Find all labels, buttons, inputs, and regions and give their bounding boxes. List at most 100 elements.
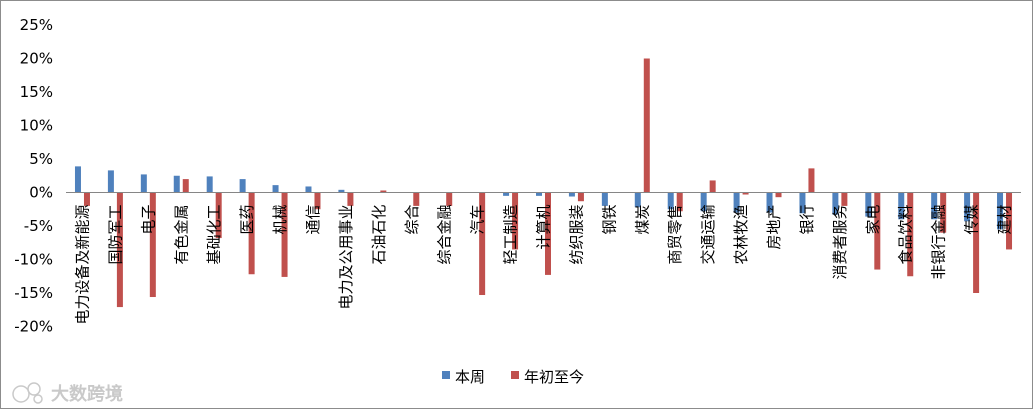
- bar-ytd: [347, 192, 354, 206]
- y-tick-label: -5%: [24, 217, 53, 235]
- category-label: 消费者服务: [831, 205, 849, 280]
- bar-ytd: [215, 192, 222, 239]
- bar-ytd: [577, 192, 584, 202]
- bar-ytd: [973, 192, 980, 293]
- category-label: 食品饮料: [897, 205, 915, 265]
- bar-weekly: [536, 192, 542, 196]
- category-label: 汽车: [469, 205, 487, 235]
- bar-ytd: [248, 192, 255, 275]
- bar-weekly: [667, 192, 674, 210]
- category-label: 商贸零售: [666, 205, 684, 265]
- bar-weekly: [272, 185, 279, 193]
- bar-ytd: [446, 192, 453, 206]
- category-label: 基础化工: [205, 204, 223, 264]
- bar-ytd: [479, 192, 486, 296]
- watermark-text: 大数跨境: [51, 383, 123, 405]
- category-label: 建材: [996, 204, 1014, 234]
- bar-weekly: [206, 176, 213, 193]
- category-label: 通信: [304, 205, 322, 235]
- bar-weekly: [898, 192, 905, 220]
- bar-ytd: [413, 192, 420, 206]
- y-tick-label: 25%: [20, 16, 53, 34]
- bar-ytd: [380, 190, 387, 193]
- legend-label: 年初至今: [524, 368, 584, 386]
- camera-logo-icon: [12, 382, 43, 404]
- category-label: 医药: [238, 205, 256, 235]
- bar-weekly: [766, 192, 773, 213]
- category-label: 电力及公用事业: [337, 205, 355, 310]
- bar-ytd: [643, 58, 650, 193]
- bar-ytd: [512, 192, 519, 250]
- bar-ytd: [281, 192, 288, 277]
- bar-ytd: [907, 192, 914, 277]
- legend: 本周 年初至今: [442, 368, 584, 386]
- bar-weekly: [239, 179, 246, 193]
- y-tick-label: 10%: [20, 117, 53, 135]
- bar-weekly: [964, 192, 971, 222]
- bar-weekly: [305, 186, 312, 193]
- bar-weekly: [338, 189, 345, 193]
- y-tick-label: 20%: [20, 50, 53, 68]
- bar-weekly: [832, 192, 839, 215]
- bar-ytd: [742, 192, 749, 195]
- category-label: 传媒: [963, 205, 981, 235]
- y-axis-ticks: -20% -15% -10% -5% 0% 5% 10% 15% 20% 25%: [14, 16, 53, 336]
- category-label: 纺织服装: [567, 205, 585, 265]
- y-tick-label: 15%: [20, 83, 53, 101]
- bar-weekly: [997, 192, 1004, 230]
- category-label: 非银行金融: [930, 205, 948, 280]
- category-label: 石油石化: [370, 205, 388, 265]
- y-tick-label: 5%: [29, 150, 53, 168]
- bar-ytd: [149, 192, 156, 298]
- bar-weekly: [799, 192, 806, 214]
- legend-swatch: [511, 371, 519, 379]
- category-label: 电子: [139, 205, 157, 235]
- category-label: 钢铁: [600, 205, 618, 235]
- category-label: 国防军工: [106, 205, 124, 265]
- category-label: 机械: [271, 205, 289, 235]
- bar-weekly: [634, 192, 641, 208]
- bar-ytd: [709, 180, 716, 193]
- bar-ytd: [1006, 192, 1013, 250]
- bar-ytd: [874, 192, 881, 270]
- bar-ytd: [808, 168, 815, 193]
- category-label: 综合: [403, 205, 421, 235]
- category-label: 农林牧渔: [732, 205, 750, 265]
- bar-weekly: [568, 192, 575, 197]
- y-tick-label: -10%: [14, 251, 53, 269]
- category-label: 银行: [798, 205, 816, 235]
- watermark: 大数跨境: [11, 381, 141, 405]
- bar-weekly: [503, 192, 510, 196]
- y-tick-label: -15%: [14, 284, 53, 302]
- bar-ytd: [83, 192, 90, 206]
- bar-ytd: [116, 192, 123, 308]
- bar-weekly: [601, 192, 608, 206]
- bar-ytd: [841, 192, 848, 206]
- bar-weekly: [931, 192, 938, 220]
- bar-weekly: [733, 192, 740, 213]
- category-label: 轻工制造: [502, 205, 520, 265]
- y-tick-label: 0%: [29, 184, 53, 202]
- bar-weekly: [140, 174, 147, 193]
- bar-ytd: [314, 192, 321, 210]
- bar-weekly: [173, 175, 180, 193]
- bars-group: [74, 58, 1013, 308]
- category-label: 房地产: [765, 205, 783, 250]
- bar-ytd: [676, 192, 683, 212]
- bar-ytd: [940, 192, 947, 233]
- category-label: 家电: [864, 205, 882, 235]
- legend-swatch: [442, 371, 450, 379]
- bar-weekly: [700, 192, 707, 212]
- bar-weekly: [107, 170, 114, 193]
- bar-ytd: [545, 192, 551, 275]
- category-label: 有色金属: [172, 205, 190, 265]
- bar-weekly: [74, 166, 81, 193]
- category-label: 计算机: [535, 205, 553, 250]
- category-label: 综合金融: [436, 205, 454, 265]
- y-tick-label: -20%: [14, 318, 53, 336]
- category-label: 交通运输: [699, 205, 717, 265]
- category-label: 煤炭: [633, 205, 651, 235]
- category-labels: 电力设备及新能源 国防军工 电子 有色金属 基础化工 医药 机械 通信 电力及公用事业 石油石化综…: [73, 204, 1013, 324]
